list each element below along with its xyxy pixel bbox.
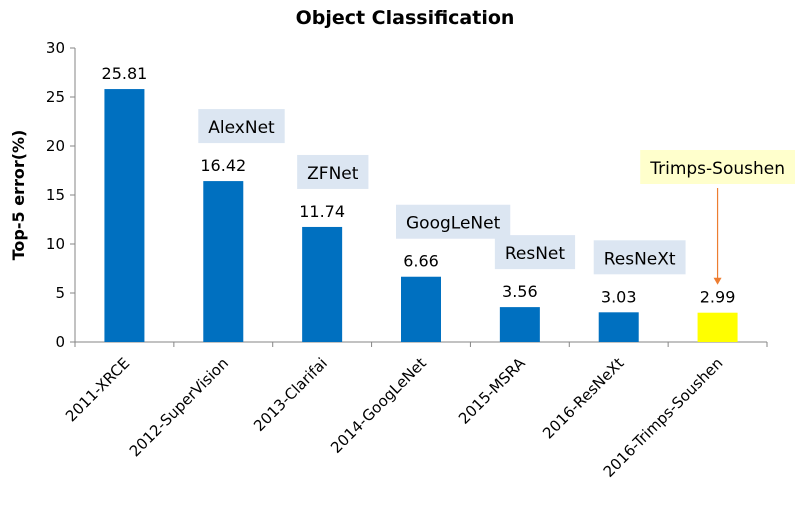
- y-tick-label: 10: [46, 235, 65, 253]
- y-tick-label: 0: [55, 333, 65, 351]
- annotation-label: ResNeXt: [604, 249, 676, 269]
- value-labels: 25.81 16.42 11.74 6.66 3.56 3.03 2.99: [102, 64, 736, 307]
- annotation-box: [640, 150, 795, 184]
- annotation-box: [593, 240, 686, 275]
- y-tick-label: 15: [46, 186, 65, 204]
- y-tick-label: 30: [46, 39, 65, 57]
- bar: [598, 312, 639, 342]
- value-label: 3.03: [601, 287, 637, 306]
- annotation-box: [297, 154, 369, 189]
- bars: [104, 89, 738, 342]
- category-label: 2016-ResNeXt: [539, 354, 627, 442]
- annotation-label: Trimps-Soushen: [649, 159, 785, 179]
- bar: [302, 226, 343, 342]
- annotation-box: [396, 204, 511, 239]
- value-label: 2.99: [700, 288, 736, 307]
- annotation-label: AlexNet: [208, 118, 275, 138]
- annotation-label: ResNet: [505, 244, 566, 264]
- y-tick-label: 5: [55, 284, 65, 302]
- value-label: 25.81: [102, 64, 148, 83]
- y-ticks: 0 5 10 15 20 25 30: [46, 39, 75, 351]
- bar: [499, 307, 540, 342]
- annotation-label: GoogLeNet: [406, 214, 501, 234]
- bar: [697, 312, 738, 342]
- category-label: 2013-Clarifai: [250, 354, 331, 435]
- bar: [104, 89, 145, 342]
- y-tick-label: 25: [46, 88, 65, 106]
- category-label: 2015-MSRA: [455, 354, 529, 428]
- annotation-box: [494, 235, 576, 270]
- y-axis-label: Top-5 error(%): [9, 130, 28, 261]
- value-label: 16.42: [200, 156, 246, 175]
- arrow-head-icon: [713, 277, 722, 285]
- bar: [203, 181, 244, 342]
- annotation: AlexNet: [198, 109, 285, 144]
- annotation-label: ZFNet: [307, 164, 359, 184]
- category-label: 2012-SuperVision: [126, 354, 232, 460]
- y-tick-label: 20: [46, 137, 65, 155]
- bar: [401, 276, 441, 342]
- annotation: ResNeXt: [593, 240, 686, 275]
- value-label: 3.56: [502, 282, 538, 301]
- category-label: 2011-XRCE: [62, 354, 133, 425]
- chart-title: Object Classification: [296, 7, 515, 29]
- annotation: ZFNet: [297, 154, 369, 189]
- annotation: Trimps-Soushen: [640, 150, 795, 285]
- annotation: GoogLeNet: [396, 204, 511, 239]
- value-label: 6.66: [403, 252, 439, 271]
- annotation-box: [198, 109, 285, 144]
- annotation: ResNet: [494, 235, 576, 270]
- category-label: 2014-GoogLeNet: [327, 354, 430, 457]
- value-label: 11.74: [299, 202, 345, 221]
